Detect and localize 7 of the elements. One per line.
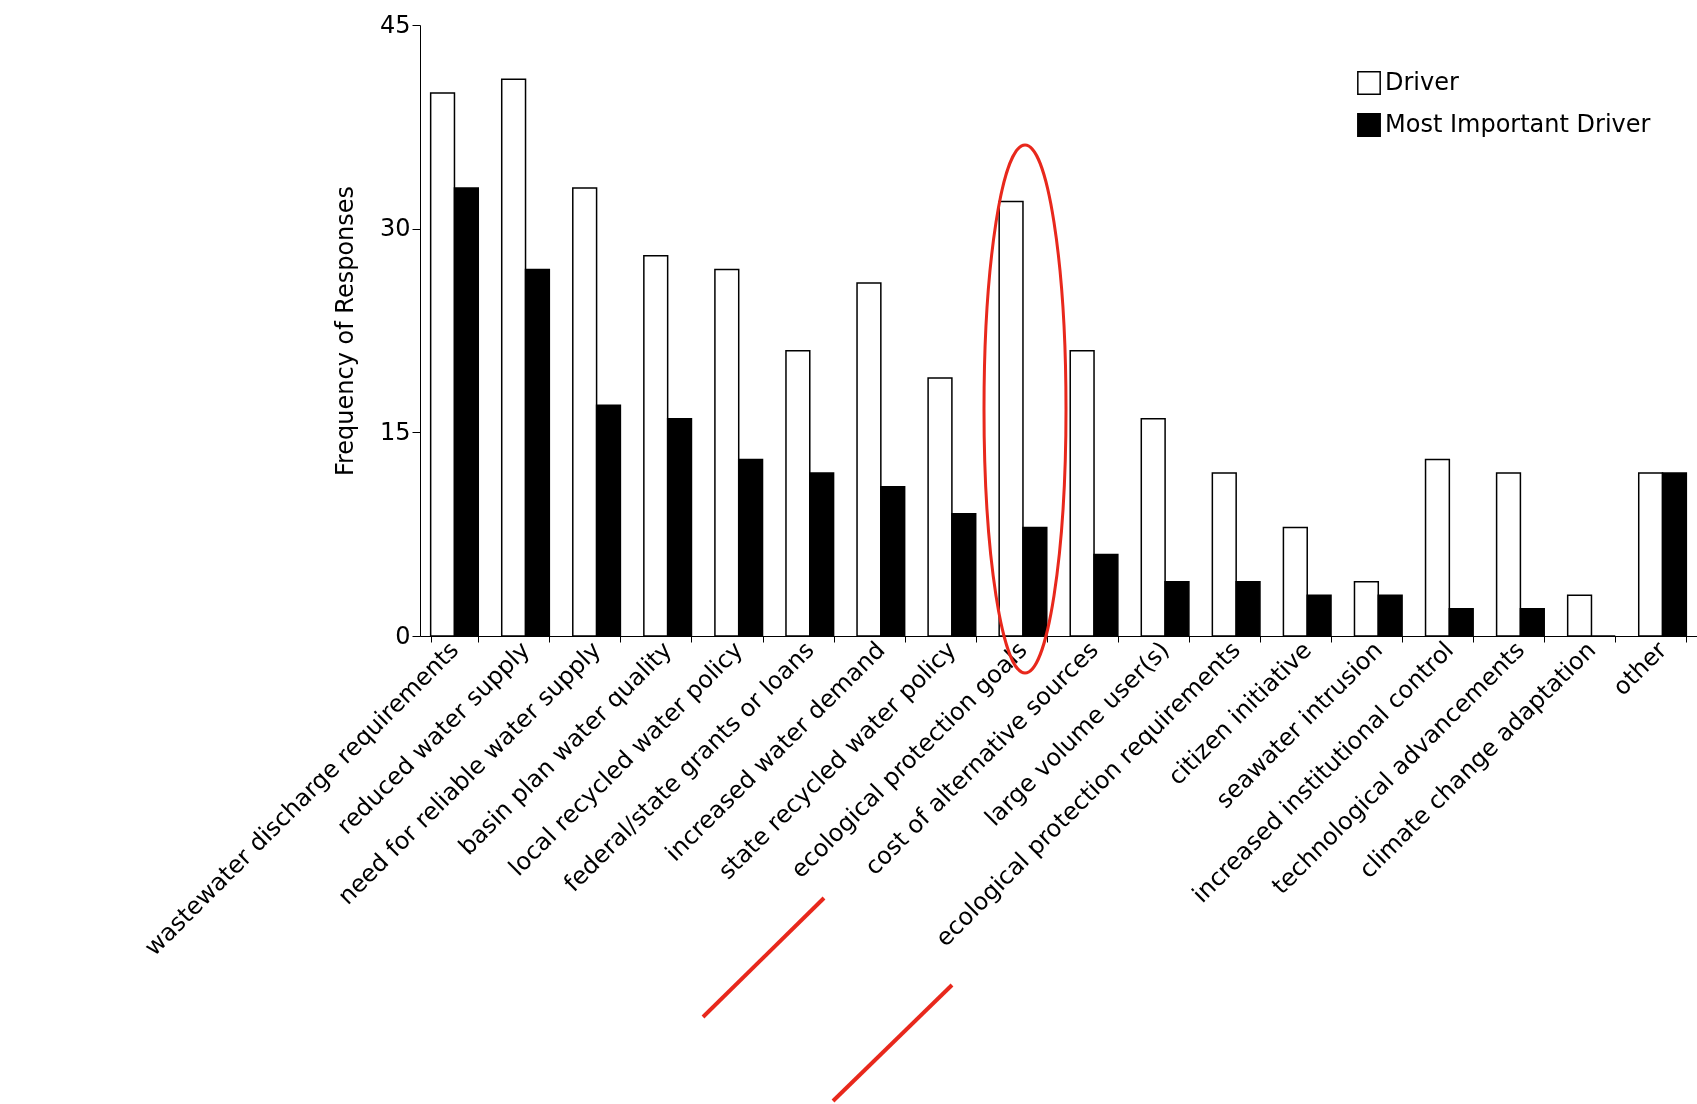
legend-label: Driver	[1385, 68, 1459, 96]
y-tick-label: 15	[379, 417, 411, 446]
y-axis-title: Frequency of Responses	[330, 185, 359, 477]
y-tick-label: 45	[379, 10, 411, 39]
y-tick-label: 0	[395, 621, 411, 650]
legend-label: Most Important Driver	[1385, 110, 1651, 138]
y-tick-label: 30	[379, 214, 411, 243]
